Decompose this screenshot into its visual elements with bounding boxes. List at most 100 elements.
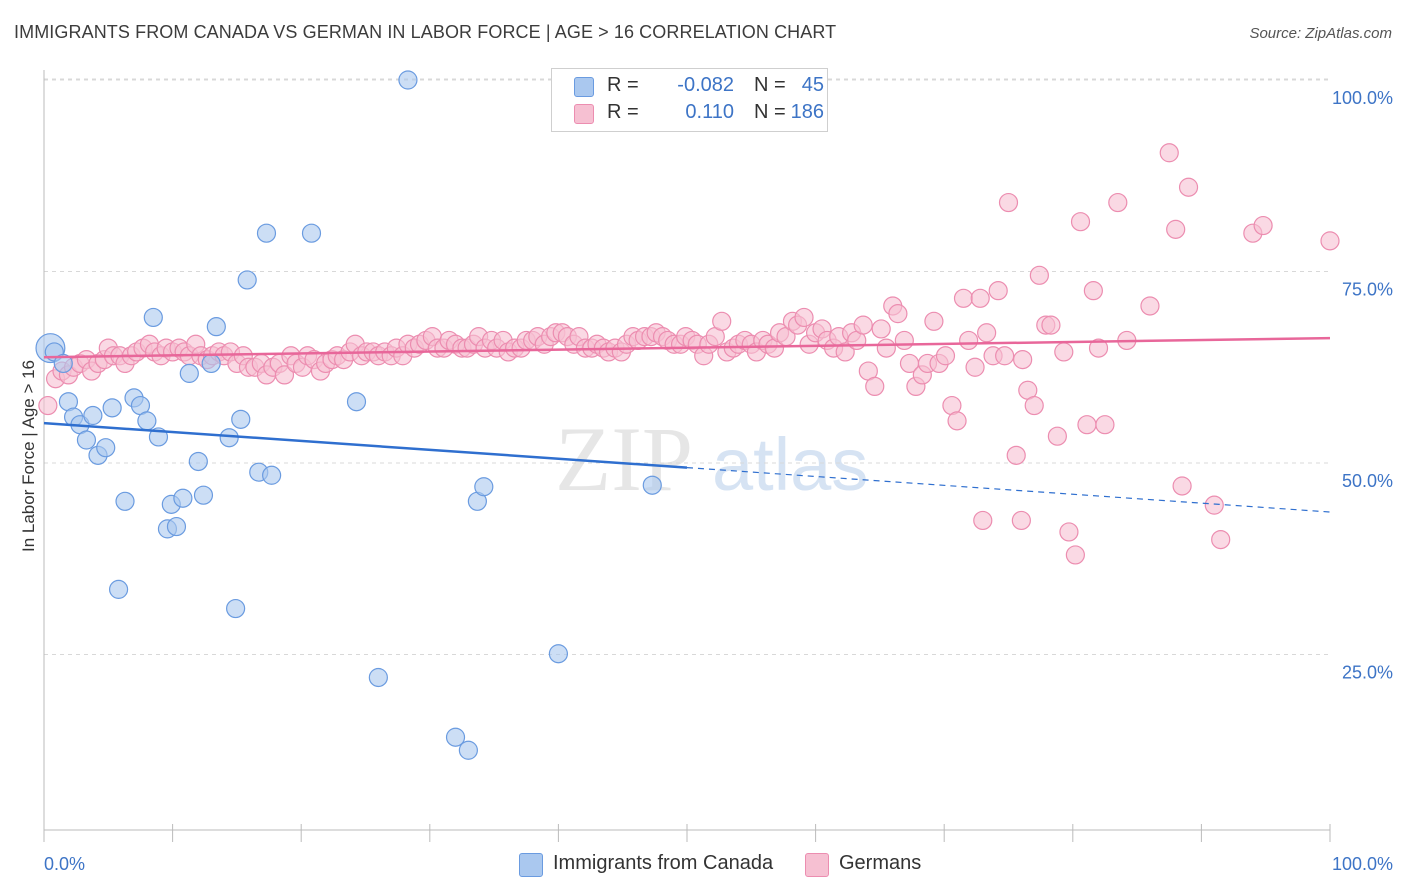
point-germans — [988, 281, 1008, 301]
point-germans — [1054, 342, 1074, 362]
point-immigrants-from-canada — [445, 727, 466, 747]
y-axis-label: In Labor Force | Age > 16 — [19, 360, 38, 552]
trend-line-germans — [43, 336, 1331, 359]
point-germans — [1065, 545, 1085, 565]
point-immigrants-from-canada — [368, 667, 388, 688]
point-germans — [876, 338, 896, 358]
point-germans — [1178, 177, 1199, 197]
point-germans — [995, 346, 1015, 366]
legend-r-value: 0.110 — [685, 101, 734, 123]
point-germans — [1059, 522, 1079, 542]
point-germans — [888, 304, 908, 324]
y-tick-label: 50.0% — [1342, 471, 1393, 491]
trend-lines — [43, 336, 1331, 513]
point-immigrants-from-canada — [53, 353, 73, 374]
point-germans — [1204, 495, 1224, 515]
point-germans — [1029, 265, 1049, 285]
legend-swatch-germans — [574, 104, 594, 124]
point-germans — [970, 288, 990, 308]
point-germans — [1024, 395, 1044, 416]
point-immigrants-from-canada — [76, 430, 97, 450]
watermark-atlas: atlas — [712, 423, 868, 506]
point-immigrants-from-canada — [206, 317, 226, 337]
point-immigrants-from-canada — [398, 70, 418, 90]
point-germans — [1077, 415, 1097, 435]
point-immigrants-from-canada — [226, 598, 246, 619]
point-germans — [1041, 315, 1061, 335]
y-tick-label: 25.0% — [1342, 663, 1393, 683]
point-germans — [973, 510, 993, 531]
x-tick-label: 0.0% — [44, 854, 85, 874]
point-germans — [1013, 349, 1033, 370]
point-immigrants-from-canada — [231, 409, 251, 429]
point-germans — [1140, 296, 1160, 316]
point-germans — [1320, 231, 1340, 251]
point-immigrants-from-canada — [219, 428, 239, 448]
trend-line-canada-extrapolated — [686, 466, 1331, 513]
point-immigrants-from-canada — [458, 740, 478, 760]
x-tick-label: 100.0% — [1332, 854, 1393, 874]
point-germans — [977, 323, 997, 343]
point-immigrants-from-canada — [173, 488, 193, 508]
point-germans — [965, 357, 985, 377]
point-immigrants-from-canada — [137, 411, 157, 431]
point-immigrants-from-canada — [474, 477, 494, 497]
point-immigrants-from-canada — [642, 475, 662, 495]
legend-swatch-germans — [805, 853, 829, 877]
point-immigrants-from-canada — [179, 363, 199, 383]
point-germans — [853, 315, 873, 335]
legend-label-germans: Germans — [839, 852, 922, 874]
point-germans — [871, 319, 891, 339]
point-germans — [947, 411, 967, 431]
legend-n-label: N = — [754, 101, 786, 123]
legend-n-value: 186 — [790, 101, 824, 123]
x-tick-labels: 0.0% 100.0% — [44, 854, 1393, 874]
point-immigrants-from-canada — [166, 516, 187, 537]
point-immigrants-from-canada — [256, 223, 277, 243]
point-germans — [894, 330, 914, 351]
point-germans — [1088, 338, 1109, 358]
point-germans — [1070, 212, 1091, 232]
point-germans — [274, 365, 295, 385]
legend-n-value: 45 — [801, 74, 824, 96]
point-germans — [1011, 510, 1031, 531]
y-tick-labels: 25.0% 50.0% 75.0% 100.0% — [1332, 88, 1393, 683]
series-immigrants-from-canada — [35, 70, 662, 760]
legend-r-value: -0.082 — [677, 74, 734, 96]
point-immigrants-from-canada — [143, 307, 163, 328]
point-immigrants-from-canada — [102, 398, 122, 418]
point-immigrants-from-canada — [262, 465, 282, 485]
point-immigrants-from-canada — [115, 491, 135, 511]
point-germans — [794, 307, 814, 328]
point-immigrants-from-canada — [346, 392, 367, 412]
y-tick-label: 100.0% — [1332, 88, 1393, 108]
point-immigrants-from-canada — [237, 270, 257, 290]
point-germans — [1172, 476, 1192, 496]
watermark: ZIP atlas — [555, 408, 868, 510]
point-germans — [953, 288, 974, 308]
point-immigrants-from-canada — [301, 223, 322, 243]
point-immigrants-from-canada — [548, 644, 569, 664]
chart-source: Source: ZipAtlas.com — [1249, 25, 1392, 42]
point-germans — [1253, 215, 1273, 236]
legend-n-label: N = — [754, 74, 786, 96]
legend-r-label: R = — [607, 74, 639, 96]
legend-label-canada: Immigrants from Canada — [553, 852, 774, 874]
point-germans — [1108, 192, 1128, 213]
point-germans — [1166, 219, 1186, 239]
chart-title: IMMIGRANTS FROM CANADA VS GERMAN IN LABO… — [14, 22, 837, 42]
trend-line-canada — [43, 421, 688, 469]
point-immigrants-from-canada — [108, 579, 129, 599]
correlation-legend: R = -0.082 N = 45 R = 0.110 N = 186 — [551, 68, 828, 132]
point-immigrants-from-canada — [188, 451, 208, 472]
point-germans — [1006, 445, 1026, 465]
point-germans — [1095, 415, 1115, 435]
point-germans — [998, 192, 1019, 213]
legend-swatch-canada — [519, 853, 543, 877]
axes — [43, 70, 1331, 842]
point-germans — [38, 395, 58, 416]
point-immigrants-from-canada — [193, 485, 214, 505]
point-immigrants-from-canada — [201, 353, 221, 374]
point-germans — [1159, 143, 1179, 163]
